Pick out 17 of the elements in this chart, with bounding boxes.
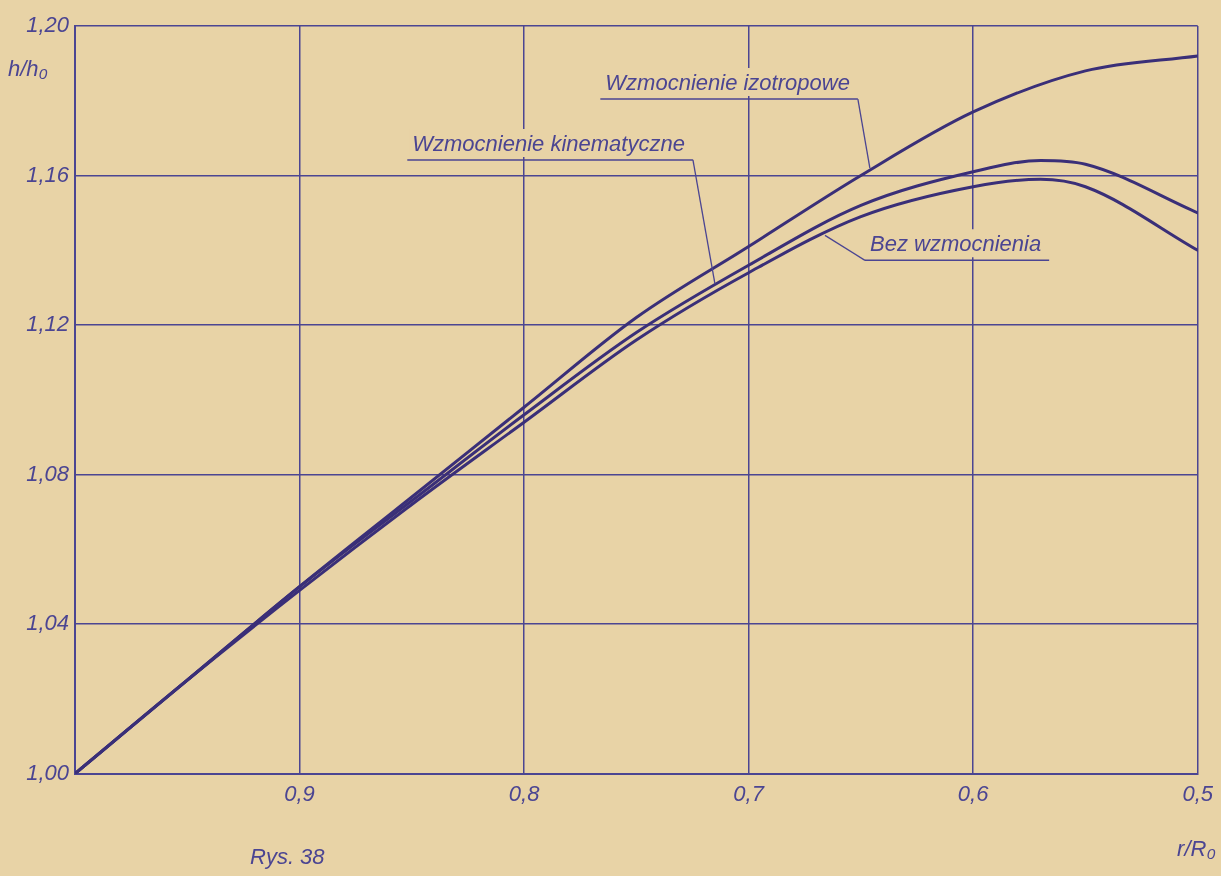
x-tick-label: 0,7 [733, 780, 765, 806]
x-tick-label: 0,8 [508, 780, 541, 806]
y-tick-label: 1,08 [26, 460, 70, 486]
x-tick-label: 0,6 [957, 780, 990, 806]
text: Rys. 38 [250, 843, 326, 869]
annotation: Bez wzmocnienia [869, 231, 1042, 257]
y-axis-title: h/h₀ [8, 56, 48, 81]
y-tick-label: 1,00 [26, 759, 70, 785]
x-tick-label: 0,5 [1182, 780, 1214, 806]
y-tick-label: 1,04 [26, 610, 69, 636]
y-tick-label: 1,20 [26, 12, 70, 38]
annotation: Wzmocnienie kinematyczne [412, 130, 685, 156]
y-tick-label: 1,16 [26, 161, 70, 187]
x-axis-title: r/R₀ [1177, 835, 1216, 861]
annotation: Wzmocnienie izotropowe [605, 70, 850, 96]
x-tick-label: 0,9 [284, 780, 315, 806]
y-tick-label: 1,12 [26, 311, 69, 337]
